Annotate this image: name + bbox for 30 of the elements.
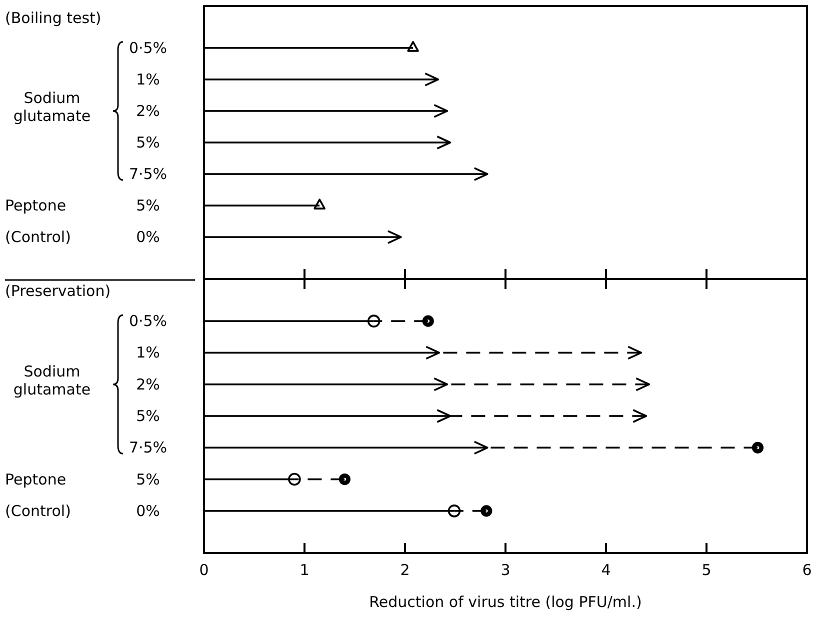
x-tick-label: 3 [500, 561, 510, 579]
y-tick-label: 2% [136, 375, 160, 394]
x-tick-label: 0 [199, 561, 209, 579]
x-tick-label: 5 [702, 561, 712, 579]
y-tick-label: 5% [136, 470, 160, 488]
y-tick-label: 5% [136, 407, 160, 425]
x-tick-label: 2 [400, 561, 410, 579]
y-tick-label: 0% [136, 228, 160, 246]
text: (Control) [5, 502, 71, 520]
x-tick-label: 4 [601, 561, 611, 579]
text: (Control) [5, 228, 71, 246]
y-tick-label: 0% [136, 502, 160, 520]
x-tick-label: 6 [802, 561, 812, 579]
x-tick-label: 1 [300, 561, 310, 579]
text: Peptone [5, 196, 66, 215]
text: (Preservation) [5, 282, 111, 300]
y-tick-label: 2% [136, 102, 160, 120]
text: Sodium glutamate [13, 88, 91, 125]
y-tick-label: 1% [136, 70, 160, 88]
x-axis-title: Reduction of virus titre (log PFU/ml.) [369, 593, 642, 611]
y-tick-label: 1% [136, 344, 160, 362]
y-tick-label: 7·5% [128, 438, 168, 457]
text: Peptone [5, 470, 66, 488]
text: (Boiling test) [5, 9, 102, 27]
y-tick-label: 0·5% [128, 312, 168, 330]
y-tick-label: 7·5% [128, 165, 168, 184]
y-tick-label: 5% [136, 134, 160, 152]
y-tick-label: 0·5% [128, 38, 168, 57]
y-tick-label: 5% [136, 196, 160, 215]
text: Sodium glutamate [13, 362, 91, 398]
